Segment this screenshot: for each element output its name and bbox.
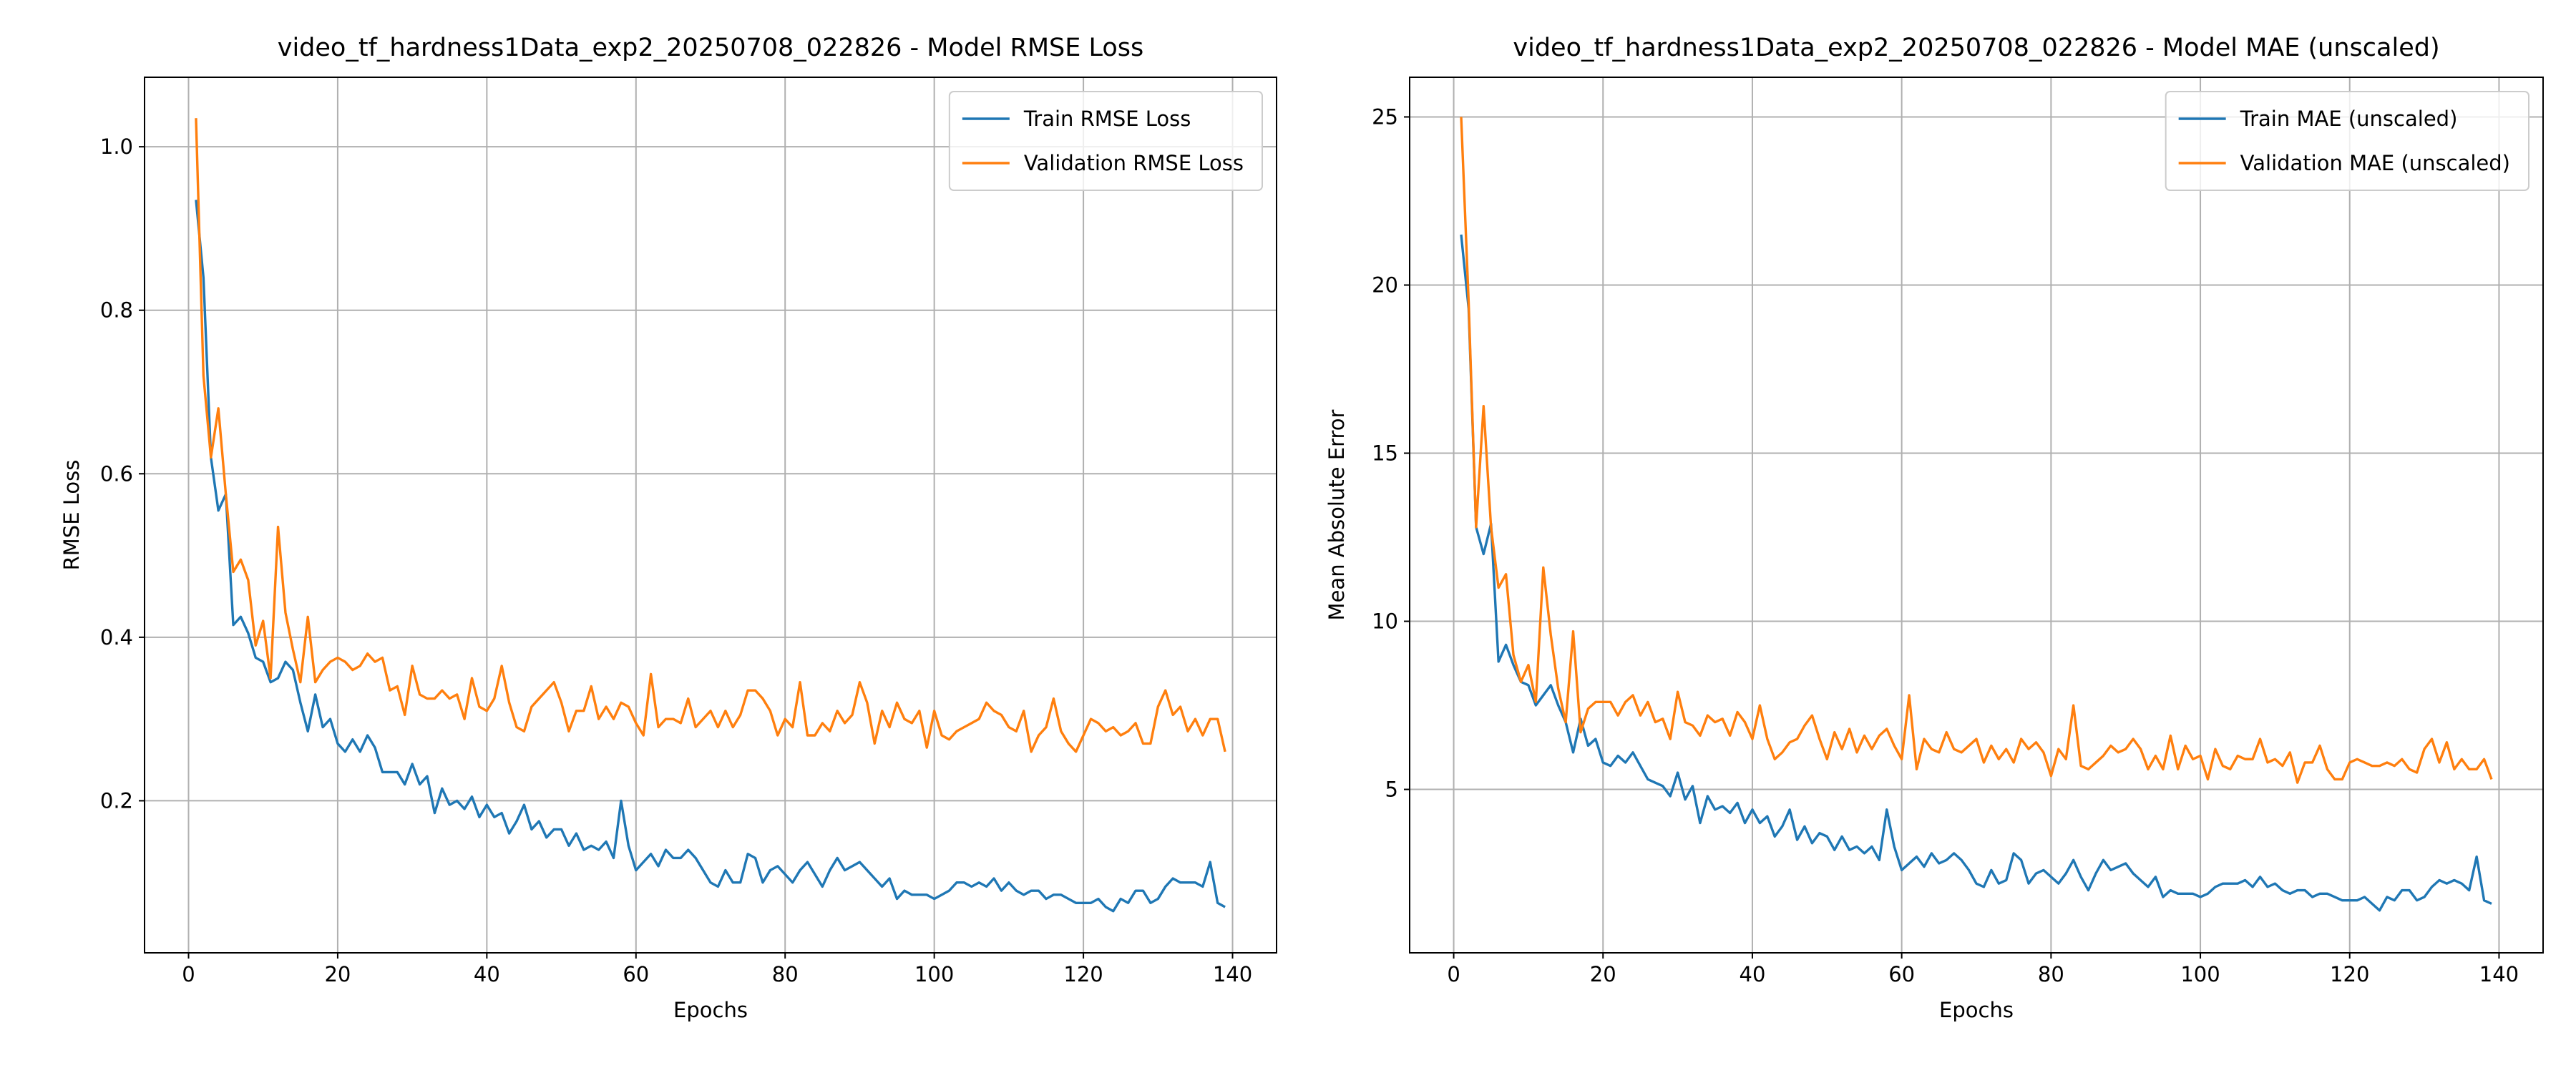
y-tick-label: 10 <box>1372 609 1398 634</box>
y-tick-label: 1.0 <box>100 134 133 159</box>
x-tick-label: 60 <box>1888 962 1915 986</box>
x-tick-label: 40 <box>474 962 500 986</box>
legend-box <box>948 91 1263 191</box>
plot-area <box>1410 77 2543 953</box>
y-tick-label: 0.4 <box>100 625 133 650</box>
chart-title: video_tf_hardness1Data_exp2_20250708_022… <box>278 34 1144 62</box>
data-line <box>1460 117 2493 784</box>
data-line <box>195 200 1226 913</box>
x-tick-label: 80 <box>2038 962 2064 986</box>
legend: Train RMSE Loss Validation RMSE Loss <box>948 91 1263 191</box>
subplot: 0 20 40 60 80 100 120 140 5 10 15 20 25 Train MAE (un… <box>1324 77 2544 1022</box>
y-tick-label: 0.6 <box>100 461 133 486</box>
x-axis-label: Epochs <box>673 998 748 1022</box>
y-tick-label: 20 <box>1372 273 1398 297</box>
y-tick-label: 5 <box>1385 778 1398 802</box>
data-line <box>1460 234 2492 912</box>
x-tick-label: 20 <box>1590 962 1616 986</box>
legend-label: Train RMSE Loss <box>1023 107 1191 131</box>
y-axis-label: Mean Absolute Error <box>1324 409 1349 620</box>
legend-label: Train MAE (unscaled) <box>2240 107 2458 131</box>
x-tick-label: 60 <box>623 962 649 986</box>
y-tick-label: 0.2 <box>100 788 133 813</box>
subplot: 0 20 40 60 80 100 120 140 0.2 0.4 0.6 0.8 1.0 Train R… <box>59 77 1277 1022</box>
y-tick-label: 15 <box>1372 441 1398 466</box>
axes-frame <box>144 77 1277 954</box>
axes-frame <box>1409 77 2544 954</box>
y-tick-label: 0.8 <box>100 298 133 323</box>
x-tick-label: 0 <box>1447 962 1460 986</box>
data-line <box>195 118 1226 753</box>
y-axis-label: RMSE Loss <box>59 460 84 571</box>
x-tick-label: 140 <box>2479 962 2519 986</box>
x-tick-label: 120 <box>1063 962 1103 986</box>
x-tick-label: 40 <box>1740 962 1766 986</box>
plot-area <box>145 77 1277 953</box>
legend-box <box>2165 91 2529 191</box>
x-tick-label: 20 <box>324 962 351 986</box>
x-tick-label: 120 <box>2330 962 2369 986</box>
chart-title: video_tf_hardness1Data_exp2_20250708_022… <box>1513 34 2439 62</box>
legend-label: Validation MAE (unscaled) <box>2240 151 2510 175</box>
x-tick-label: 100 <box>914 962 954 986</box>
x-tick-label: 0 <box>182 962 195 986</box>
x-tick-label: 80 <box>772 962 799 986</box>
legend-label: Validation RMSE Loss <box>1024 151 1244 175</box>
x-tick-label: 100 <box>2180 962 2220 986</box>
x-tick-label: 140 <box>1213 962 1252 986</box>
x-axis-label: Epochs <box>1939 998 2014 1022</box>
y-tick-label: 25 <box>1372 104 1398 129</box>
legend: Train MAE (unscaled) Validation MAE (unsc… <box>2165 91 2529 191</box>
